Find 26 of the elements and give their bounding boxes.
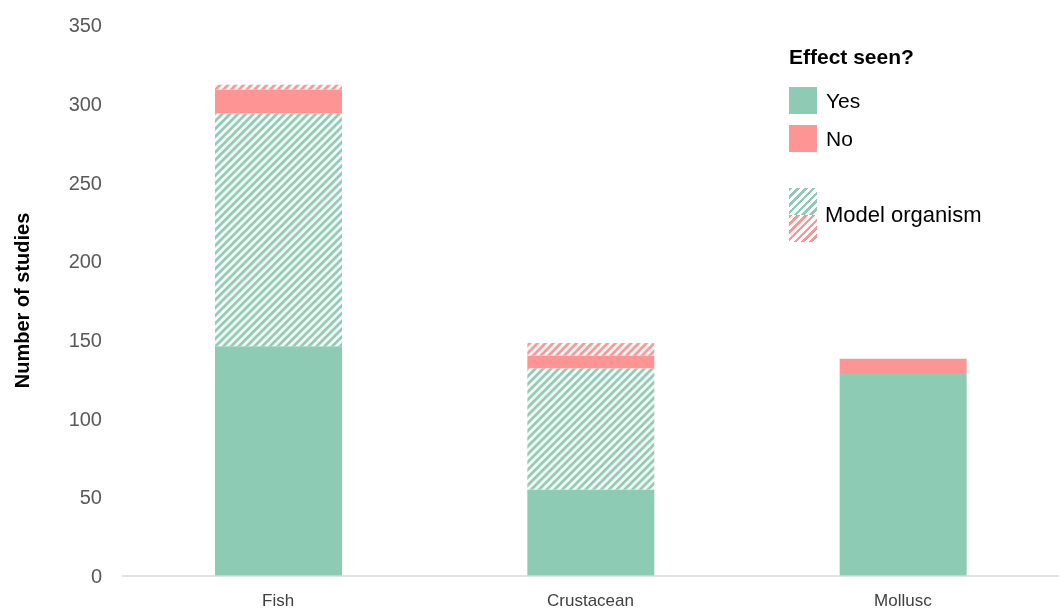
x-tick-label: Fish — [262, 591, 295, 611]
y-tick-label: 50 — [79, 486, 102, 509]
bar — [215, 113, 342, 347]
bar — [215, 89, 342, 114]
y-tick-label: 250 — [68, 171, 102, 194]
legend-label: Yes — [826, 88, 861, 112]
bar — [527, 343, 655, 356]
y-tick-label: 0 — [90, 565, 102, 588]
y-axis-title: Number of studies — [11, 212, 33, 389]
x-tick-label: Crustacean — [547, 591, 634, 611]
bar — [215, 84, 342, 90]
bar — [839, 358, 967, 373]
legend-title: Effect seen? — [789, 45, 914, 68]
x-tick-label: Mollusc — [874, 591, 933, 611]
y-tick-label: 350 — [68, 14, 102, 37]
legend-label: No — [826, 126, 853, 150]
y-tick-label: 300 — [68, 92, 102, 115]
legend-label: Model organism — [825, 202, 982, 227]
bar — [527, 368, 655, 490]
bar — [215, 346, 342, 576]
y-tick-label: 100 — [68, 407, 102, 430]
y-tick-label: 200 — [68, 250, 102, 273]
bar — [839, 372, 967, 576]
bar — [527, 355, 655, 369]
y-tick-label: 150 — [68, 328, 102, 351]
bar — [527, 489, 655, 576]
